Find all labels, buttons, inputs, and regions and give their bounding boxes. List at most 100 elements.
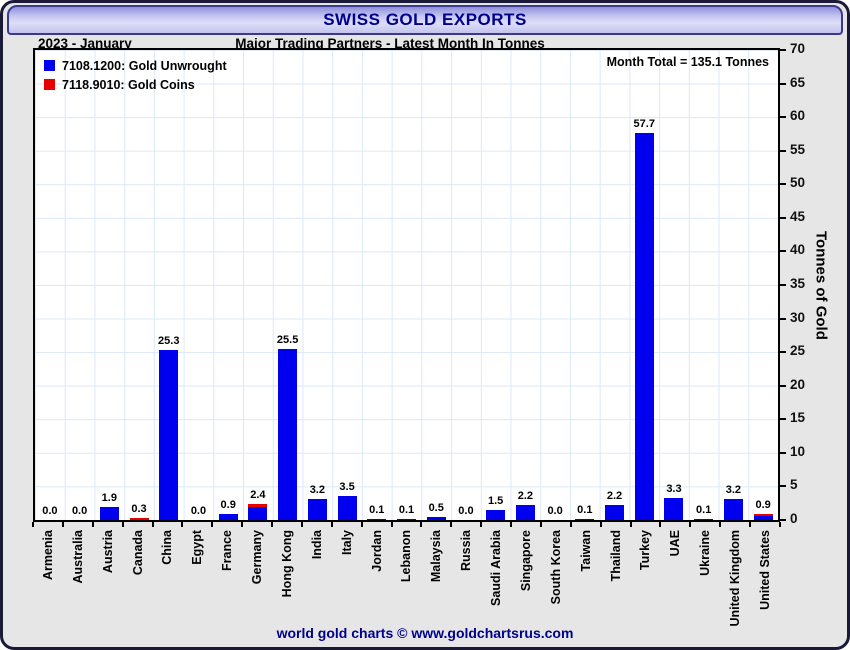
x-label-slot: United Kingdom <box>720 530 750 627</box>
x-axis-label: Saudi Arabia <box>489 530 504 606</box>
bar-value-label: 0.9 <box>755 499 771 511</box>
bar-slot-canada: 0.3 <box>124 50 154 520</box>
bar-unwrought-segment <box>515 505 535 520</box>
bar-value-label: 0.9 <box>220 499 236 511</box>
x-axis-label: Armenia <box>40 530 55 581</box>
bar-value-label: 2.4 <box>250 489 266 501</box>
bar-unwrought-segment <box>575 519 595 520</box>
bar-slot-taiwan: 0.1 <box>570 50 600 520</box>
bar-stack <box>367 519 387 520</box>
y-tick <box>780 318 786 320</box>
bar-slot-turkey: 57.7 <box>629 50 659 520</box>
x-tick <box>689 522 692 527</box>
bar-value-label: 0.1 <box>696 504 712 516</box>
x-tick <box>749 522 752 527</box>
x-tick <box>450 522 453 527</box>
bar-value-label: 57.7 <box>633 118 655 130</box>
bar-slot-malaysia: 0.5 <box>421 50 451 520</box>
bar-stack <box>218 514 238 520</box>
y-tick-label: 50 <box>790 175 806 190</box>
x-tick <box>539 522 542 527</box>
y-tick-label: 15 <box>790 410 806 425</box>
y-tick-label: 5 <box>790 477 798 492</box>
y-tick-label: 20 <box>790 377 806 392</box>
y-tick <box>780 452 786 454</box>
bar-slot-south-korea: 0.0 <box>540 50 570 520</box>
x-axis-label: Lebanon <box>399 530 414 583</box>
y-axis-title: Tonnes of Gold <box>812 230 830 340</box>
x-tick <box>32 522 34 527</box>
x-axis-label: Australia <box>70 530 85 584</box>
x-axis-label: Thailand <box>608 530 623 582</box>
bar-stack <box>575 519 595 520</box>
period-label: 2023 - January <box>38 36 132 51</box>
bar-unwrought-segment <box>99 507 119 520</box>
bar-unwrought-segment <box>486 510 506 520</box>
bar-slot-lebanon: 0.1 <box>392 50 422 520</box>
y-tick-label: 65 <box>790 75 806 90</box>
x-axis-label: Singapore <box>518 530 533 592</box>
x-label-slot: Italy <box>332 530 362 627</box>
x-label-slot: Armenia <box>33 530 63 627</box>
x-tick <box>569 522 572 527</box>
x-axis-label: South Korea <box>548 530 563 605</box>
legend-row-unwrought: 7108.1200: Gold Unwrought <box>44 56 227 75</box>
bar-stack <box>129 518 149 520</box>
x-tick <box>420 522 423 527</box>
x-axis-label: United States <box>757 530 772 610</box>
bar-unwrought-segment <box>337 496 357 520</box>
y-tick <box>780 351 786 353</box>
bar-coins-segment <box>248 504 268 507</box>
bar-slot-china: 25.3 <box>154 50 184 520</box>
x-axis-label: Turkey <box>638 530 653 571</box>
bar-stack <box>426 517 446 520</box>
x-label-slot: Saudi Arabia <box>481 530 511 627</box>
x-label-slot: Ukraine <box>690 530 720 627</box>
y-tick <box>780 83 786 85</box>
bar-slot-india: 3.2 <box>302 50 332 520</box>
bar-coins-segment <box>129 518 149 520</box>
x-label-slot: India <box>302 530 332 627</box>
x-axis-label: India <box>309 530 324 560</box>
bar-slot-saudi-arabia: 1.5 <box>481 50 511 520</box>
bar-unwrought-segment <box>278 349 298 520</box>
x-label-slot: Turkey <box>631 530 661 627</box>
x-tick <box>330 522 333 527</box>
x-label-slot: South Korea <box>541 530 571 627</box>
y-tick <box>780 385 786 387</box>
bar-slot-italy: 3.5 <box>332 50 362 520</box>
bar-stack <box>159 350 179 520</box>
y-tick-label: 10 <box>790 444 806 459</box>
footer-credit: world gold charts © www.goldchartsrus.co… <box>276 625 574 641</box>
bars-container: 0.0 0.0 1.9 0.3 25.3 0.0 0.9 2.4 25.5 3.2 3.5 0.1 0.… <box>35 50 778 520</box>
bar-unwrought-segment <box>694 519 714 520</box>
x-tick <box>360 522 363 527</box>
bar-unwrought-segment <box>218 514 238 520</box>
x-label-slot: Russia <box>451 530 481 627</box>
month-total-annotation: Month Total = 135.1 Tonnes <box>606 55 769 69</box>
y-tick-label: 45 <box>790 209 806 224</box>
bar-slot-france: 0.9 <box>213 50 243 520</box>
x-label-slot: China <box>153 530 183 627</box>
legend-row-coins: 7118.9010: Gold Coins <box>44 75 227 94</box>
x-label-slot: Malaysia <box>421 530 451 627</box>
y-tick-label: 55 <box>790 142 806 157</box>
x-axis-label: Taiwan <box>578 530 593 572</box>
bar-value-label: 0.1 <box>369 504 385 516</box>
bar-unwrought-segment <box>664 498 684 520</box>
bar-slot-hong-kong: 25.5 <box>273 50 303 520</box>
bar-coins-segment <box>753 514 773 516</box>
x-tick <box>719 522 722 527</box>
bar-stack <box>723 499 743 520</box>
bar-slot-germany: 2.4 <box>243 50 273 520</box>
subheader: 2023 - January Major Trading Partners - … <box>3 36 847 52</box>
y-tick-label: 0 <box>790 511 798 526</box>
bar-value-label: 0.0 <box>547 505 563 517</box>
x-axis-label: Hong Kong <box>279 530 294 598</box>
bar-unwrought-segment <box>753 516 773 520</box>
bar-slot-ukraine: 0.1 <box>689 50 719 520</box>
bar-stack <box>486 510 506 520</box>
x-axis-label: China <box>160 530 175 565</box>
x-axis-label: Ukraine <box>698 530 713 576</box>
x-tick <box>779 522 781 527</box>
